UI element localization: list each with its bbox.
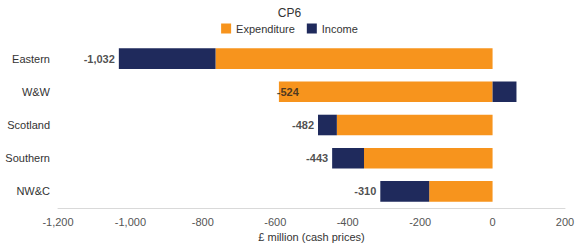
svg-text:W&W: W&W	[22, 86, 51, 98]
svg-text:200: 200	[556, 216, 574, 228]
svg-text:NW&C: NW&C	[16, 185, 50, 197]
svg-text:Expenditure: Expenditure	[236, 23, 295, 35]
svg-text:Southern: Southern	[5, 152, 50, 164]
svg-text:-1,200: -1,200	[42, 216, 73, 228]
svg-text:Scotland: Scotland	[7, 119, 50, 131]
svg-text:-482: -482	[292, 119, 314, 131]
svg-text:-1,032: -1,032	[84, 53, 115, 65]
svg-text:-200: -200	[409, 216, 431, 228]
svg-text:-600: -600	[264, 216, 286, 228]
svg-text:-400: -400	[337, 216, 359, 228]
svg-text:Income: Income	[322, 23, 358, 35]
svg-text:CP6: CP6	[278, 6, 302, 20]
svg-text:0: 0	[490, 216, 496, 228]
svg-text:Eastern: Eastern	[12, 53, 50, 65]
svg-text:£ million (cash prices): £ million (cash prices)	[258, 231, 364, 243]
svg-text:-310: -310	[354, 185, 376, 197]
svg-text:-443: -443	[306, 152, 328, 164]
svg-text:-524: -524	[277, 86, 300, 98]
svg-text:-800: -800	[192, 216, 214, 228]
svg-text:-1,000: -1,000	[115, 216, 146, 228]
